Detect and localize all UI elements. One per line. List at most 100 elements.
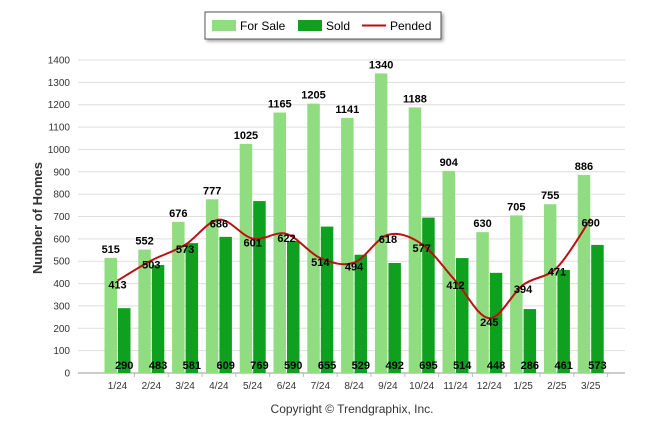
legend-box [204, 11, 442, 40]
x-tick-label: 4/24 [209, 381, 229, 392]
y-tick-label: 500 [53, 257, 70, 268]
label-for-sale: 1025 [234, 130, 258, 142]
legend: For Sale Sold Pended [204, 11, 442, 40]
label-sold: 769 [250, 360, 268, 372]
bar-sold [422, 217, 435, 373]
bar-sold [287, 241, 300, 373]
y-tick-label: 1300 [48, 78, 71, 89]
label-sold: 609 [216, 360, 234, 372]
bar-for-sale [543, 204, 557, 373]
x-tick-label: 5/24 [243, 381, 263, 392]
bar-sold [523, 309, 537, 373]
bar-sold [354, 254, 368, 373]
legend-swatch-sold [298, 20, 322, 31]
x-tick-label: 7/24 [311, 381, 331, 392]
y-tick-label: 1100 [48, 123, 70, 134]
bar-for-sale [476, 232, 489, 373]
x-axis-tick-labels: 1/24 2/24 3/24 4/24 5/24 6/24 7/24 8/24 9/24 10/2… [108, 373, 609, 392]
x-tick-label: 12/24 [477, 381, 502, 392]
bar-for-sale [205, 199, 219, 373]
label-for-sale: 1141 [335, 104, 359, 116]
label-sold: 573 [588, 360, 606, 372]
label-for-sale: 755 [541, 190, 559, 202]
bar-sold [591, 244, 604, 373]
y-tick-label: 900 [53, 167, 70, 178]
label-pended: 245 [480, 317, 498, 329]
label-sold: 695 [419, 360, 437, 372]
label-sold: 290 [115, 360, 133, 372]
label-sold: 581 [183, 360, 201, 372]
y-tick-label: 700 [53, 212, 70, 223]
label-for-sale: 1188 [403, 93, 427, 105]
label-for-sale: 1165 [268, 99, 292, 111]
bar-sold [253, 201, 266, 373]
bar-for-sale [172, 221, 185, 373]
bars [104, 73, 604, 374]
y-tick-label: 200 [53, 324, 70, 335]
label-pended: 577 [413, 243, 431, 255]
x-tick-label: 10/24 [409, 381, 434, 392]
label-for-sale: 515 [102, 244, 120, 256]
pended-line-layer [116, 218, 592, 320]
x-tick-label: 2/24 [142, 381, 162, 392]
bar-for-sale [341, 117, 354, 373]
label-pended: 690 [582, 218, 600, 230]
bar-sold [320, 226, 334, 373]
label-pended: 573 [176, 244, 194, 256]
label-pended: 412 [446, 280, 464, 292]
label-sold: 529 [352, 360, 370, 372]
label-pended: 494 [345, 262, 364, 274]
x-tick-label: 11/24 [443, 381, 468, 392]
y-tick-label: 800 [53, 190, 70, 201]
bar-for-sale [138, 249, 151, 373]
y-axis-tick-labels: 0 100 200 300 400 500 600 700 800 900 1000 1100 1200… [48, 56, 71, 380]
label-pended: 514 [311, 257, 330, 269]
y-tick-label: 100 [53, 346, 70, 357]
y-tick-label: 400 [53, 279, 70, 290]
x-tick-label: 3/24 [175, 381, 195, 392]
label-sold: 483 [149, 360, 167, 372]
legend-label: Pended [390, 19, 431, 33]
bar-sold [151, 265, 165, 373]
x-tick-label: 8/24 [344, 381, 364, 392]
x-tick-label: 1/24 [108, 381, 128, 392]
bar-for-sale [273, 112, 286, 374]
y-tick-label: 1200 [48, 100, 71, 111]
bar-for-sale [374, 73, 388, 374]
label-for-sale: 705 [507, 201, 525, 213]
x-tick-label: 3/25 [581, 381, 601, 392]
y-tick-label: 1000 [48, 145, 71, 156]
label-for-sale: 886 [575, 161, 593, 173]
bar-for-sale [307, 103, 320, 373]
bar-for-sale [510, 215, 523, 373]
bar-for-sale [577, 174, 591, 373]
pended-line [116, 218, 592, 320]
x-tick-label: 2/25 [547, 381, 567, 392]
legend-label: For Sale [240, 19, 286, 33]
label-pended: 413 [108, 280, 126, 292]
y-tick-label: 0 [64, 369, 70, 380]
x-tick-label: 6/24 [277, 381, 297, 392]
bar-sold [185, 243, 199, 373]
label-pended: 471 [548, 267, 566, 279]
data-labels: 515 552 676 777 1025 1165 1205 1141 1340 1188 904 6… [102, 59, 607, 372]
label-pended: 618 [379, 234, 397, 246]
y-tick-label: 300 [53, 301, 70, 312]
bar-for-sale [239, 143, 253, 373]
label-pended: 503 [142, 260, 160, 272]
copyright-text: Copyright © Trendgraphix, Inc. [271, 402, 434, 416]
label-sold: 286 [521, 360, 539, 372]
y-tick-label: 1400 [48, 56, 71, 67]
label-for-sale: 1340 [369, 59, 393, 71]
x-tick-label: 1/25 [513, 381, 533, 392]
label-for-sale: 676 [169, 208, 187, 220]
y-tick-label: 600 [53, 234, 70, 245]
label-for-sale: 777 [203, 185, 221, 197]
y-axis-title: Number of Homes [30, 162, 45, 274]
label-sold: 448 [487, 360, 505, 372]
bar-sold [456, 258, 469, 373]
bar-sold [489, 272, 503, 373]
bar-sold [219, 236, 232, 373]
